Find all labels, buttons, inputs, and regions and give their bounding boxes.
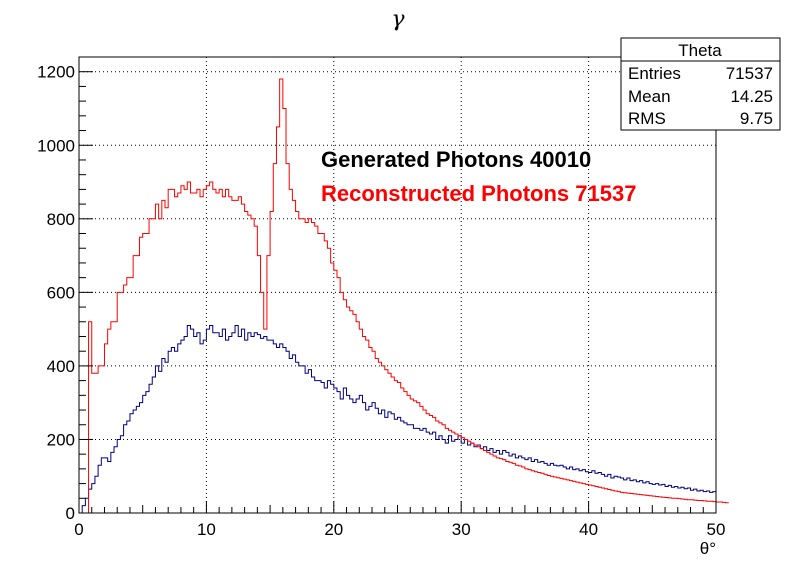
x-tick-label: 40 <box>579 520 598 539</box>
series-line-generated <box>79 324 716 514</box>
plot-frame <box>78 56 717 514</box>
y-tick-label: 400 <box>47 357 75 376</box>
x-tick-label: 20 <box>324 520 343 539</box>
x-tick-label: 50 <box>707 520 726 539</box>
stats-entries-label: Entries <box>628 64 681 83</box>
annotation-generated: Generated Photons 40010 <box>321 147 591 172</box>
stats-box: Theta Entries 71537 Mean 14.25 RMS 9.75 <box>620 37 781 131</box>
x-axis-label: θ° <box>700 539 716 558</box>
series-layer <box>79 78 729 514</box>
series-line-reconstructed <box>79 78 729 514</box>
x-tick-label: 10 <box>197 520 216 539</box>
annotation-reconstructed: Reconstructed Photons 71537 <box>321 181 636 206</box>
x-tick-label: 0 <box>74 520 83 539</box>
y-tick-label: 1200 <box>37 63 75 82</box>
y-tick-label: 600 <box>47 283 75 302</box>
y-tick-label: 1000 <box>37 136 75 155</box>
x-tick-label: 30 <box>452 520 471 539</box>
stats-rms-label: RMS <box>628 109 666 128</box>
y-tick-label: 0 <box>66 504 75 523</box>
stats-mean-label: Mean <box>628 87 671 106</box>
stats-box-frame <box>620 37 781 131</box>
stats-rms-value: 9.75 <box>740 109 773 128</box>
stats-mean-value: 14.25 <box>730 87 773 106</box>
y-tick-label: 200 <box>47 430 75 449</box>
stats-entries-value: 71537 <box>726 64 773 83</box>
y-tick-label: 800 <box>47 210 75 229</box>
grid-lines <box>79 57 716 513</box>
axes: 0 10 20 30 40 50 0 200 400 600 800 1000 1200 <box>37 56 726 539</box>
stats-title: Theta <box>678 41 722 60</box>
chart-title: γ <box>391 7 405 32</box>
